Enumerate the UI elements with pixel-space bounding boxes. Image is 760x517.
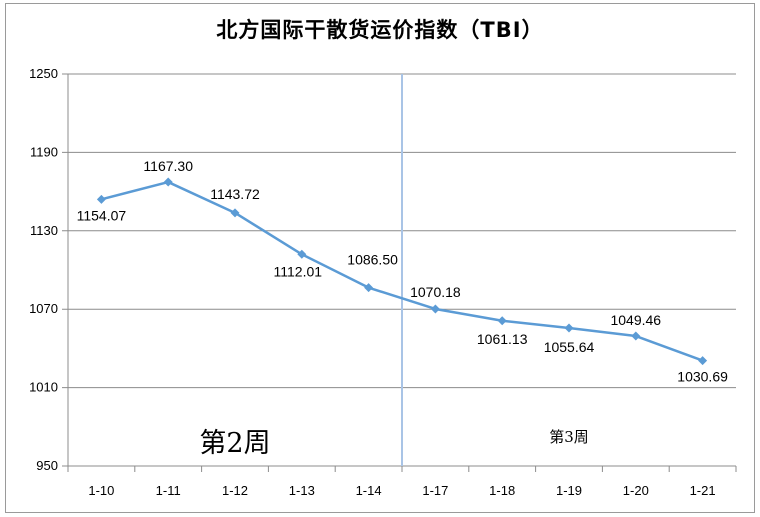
data-label: 1061.13 (477, 331, 528, 347)
x-tick-label: 1-18 (489, 483, 515, 498)
data-point (297, 249, 307, 259)
data-label: 1086.50 (347, 252, 398, 268)
week-2-annotation: 第2周 (199, 428, 270, 459)
x-tick-label: 1-12 (222, 483, 248, 498)
data-point (698, 356, 708, 366)
data-label: 1070.18 (410, 284, 461, 300)
data-label: 1154.07 (77, 207, 127, 223)
y-tick-label: 1190 (30, 144, 58, 159)
week-3-annotation: 第3周 (549, 428, 589, 446)
x-tick-label: 1-13 (289, 483, 315, 498)
x-tick-label: 1-20 (623, 483, 649, 498)
data-label: 1143.72 (210, 186, 260, 202)
data-point (96, 194, 106, 204)
axes (67, 74, 737, 472)
chart-frame (5, 3, 755, 513)
chart-title: 北方国际干散货运价指数（TBI） (216, 18, 544, 42)
series-line-path (101, 180, 704, 362)
x-tick-label: 1-10 (88, 483, 114, 498)
data-point (163, 177, 173, 187)
x-tick-label: 1-11 (156, 483, 181, 498)
series-line (101, 180, 704, 362)
data-point (497, 316, 507, 326)
series-points (96, 177, 708, 366)
y-tick-label: 1010 (29, 380, 58, 395)
x-tick-label: 1-14 (356, 483, 382, 498)
data-label: 1030.69 (677, 369, 728, 385)
x-tick-label: 1-19 (556, 483, 582, 498)
gridlines (62, 73, 736, 467)
y-tick-label: 1070 (29, 301, 58, 316)
data-point (230, 208, 240, 218)
x-axis-tick-labels: 1-10 1-11 1-12 1-13 1-14 1-17 1-18 1-19 1-20 1-21 (88, 483, 715, 498)
y-tick-label: 950 (36, 458, 58, 473)
data-label: 1055.64 (544, 339, 595, 355)
y-tick-label: 1250 (29, 66, 58, 81)
data-label: 1112.01 (274, 263, 323, 279)
data-point (631, 331, 641, 341)
data-point (430, 304, 440, 314)
data-point (564, 323, 574, 333)
y-axis-tick-labels: 950 1010 1070 1130 1190 1250 (29, 66, 58, 473)
x-tick-label: 1-17 (422, 483, 448, 498)
data-label: 1167.30 (143, 158, 193, 174)
x-tick-label: 1-21 (690, 483, 716, 498)
data-point (364, 283, 374, 293)
data-labels: 1154.07 1167.30 1143.72 1112.01 1086.50 1070.… (77, 158, 729, 385)
y-tick-label: 1130 (30, 223, 58, 238)
data-label: 1049.46 (610, 312, 661, 328)
